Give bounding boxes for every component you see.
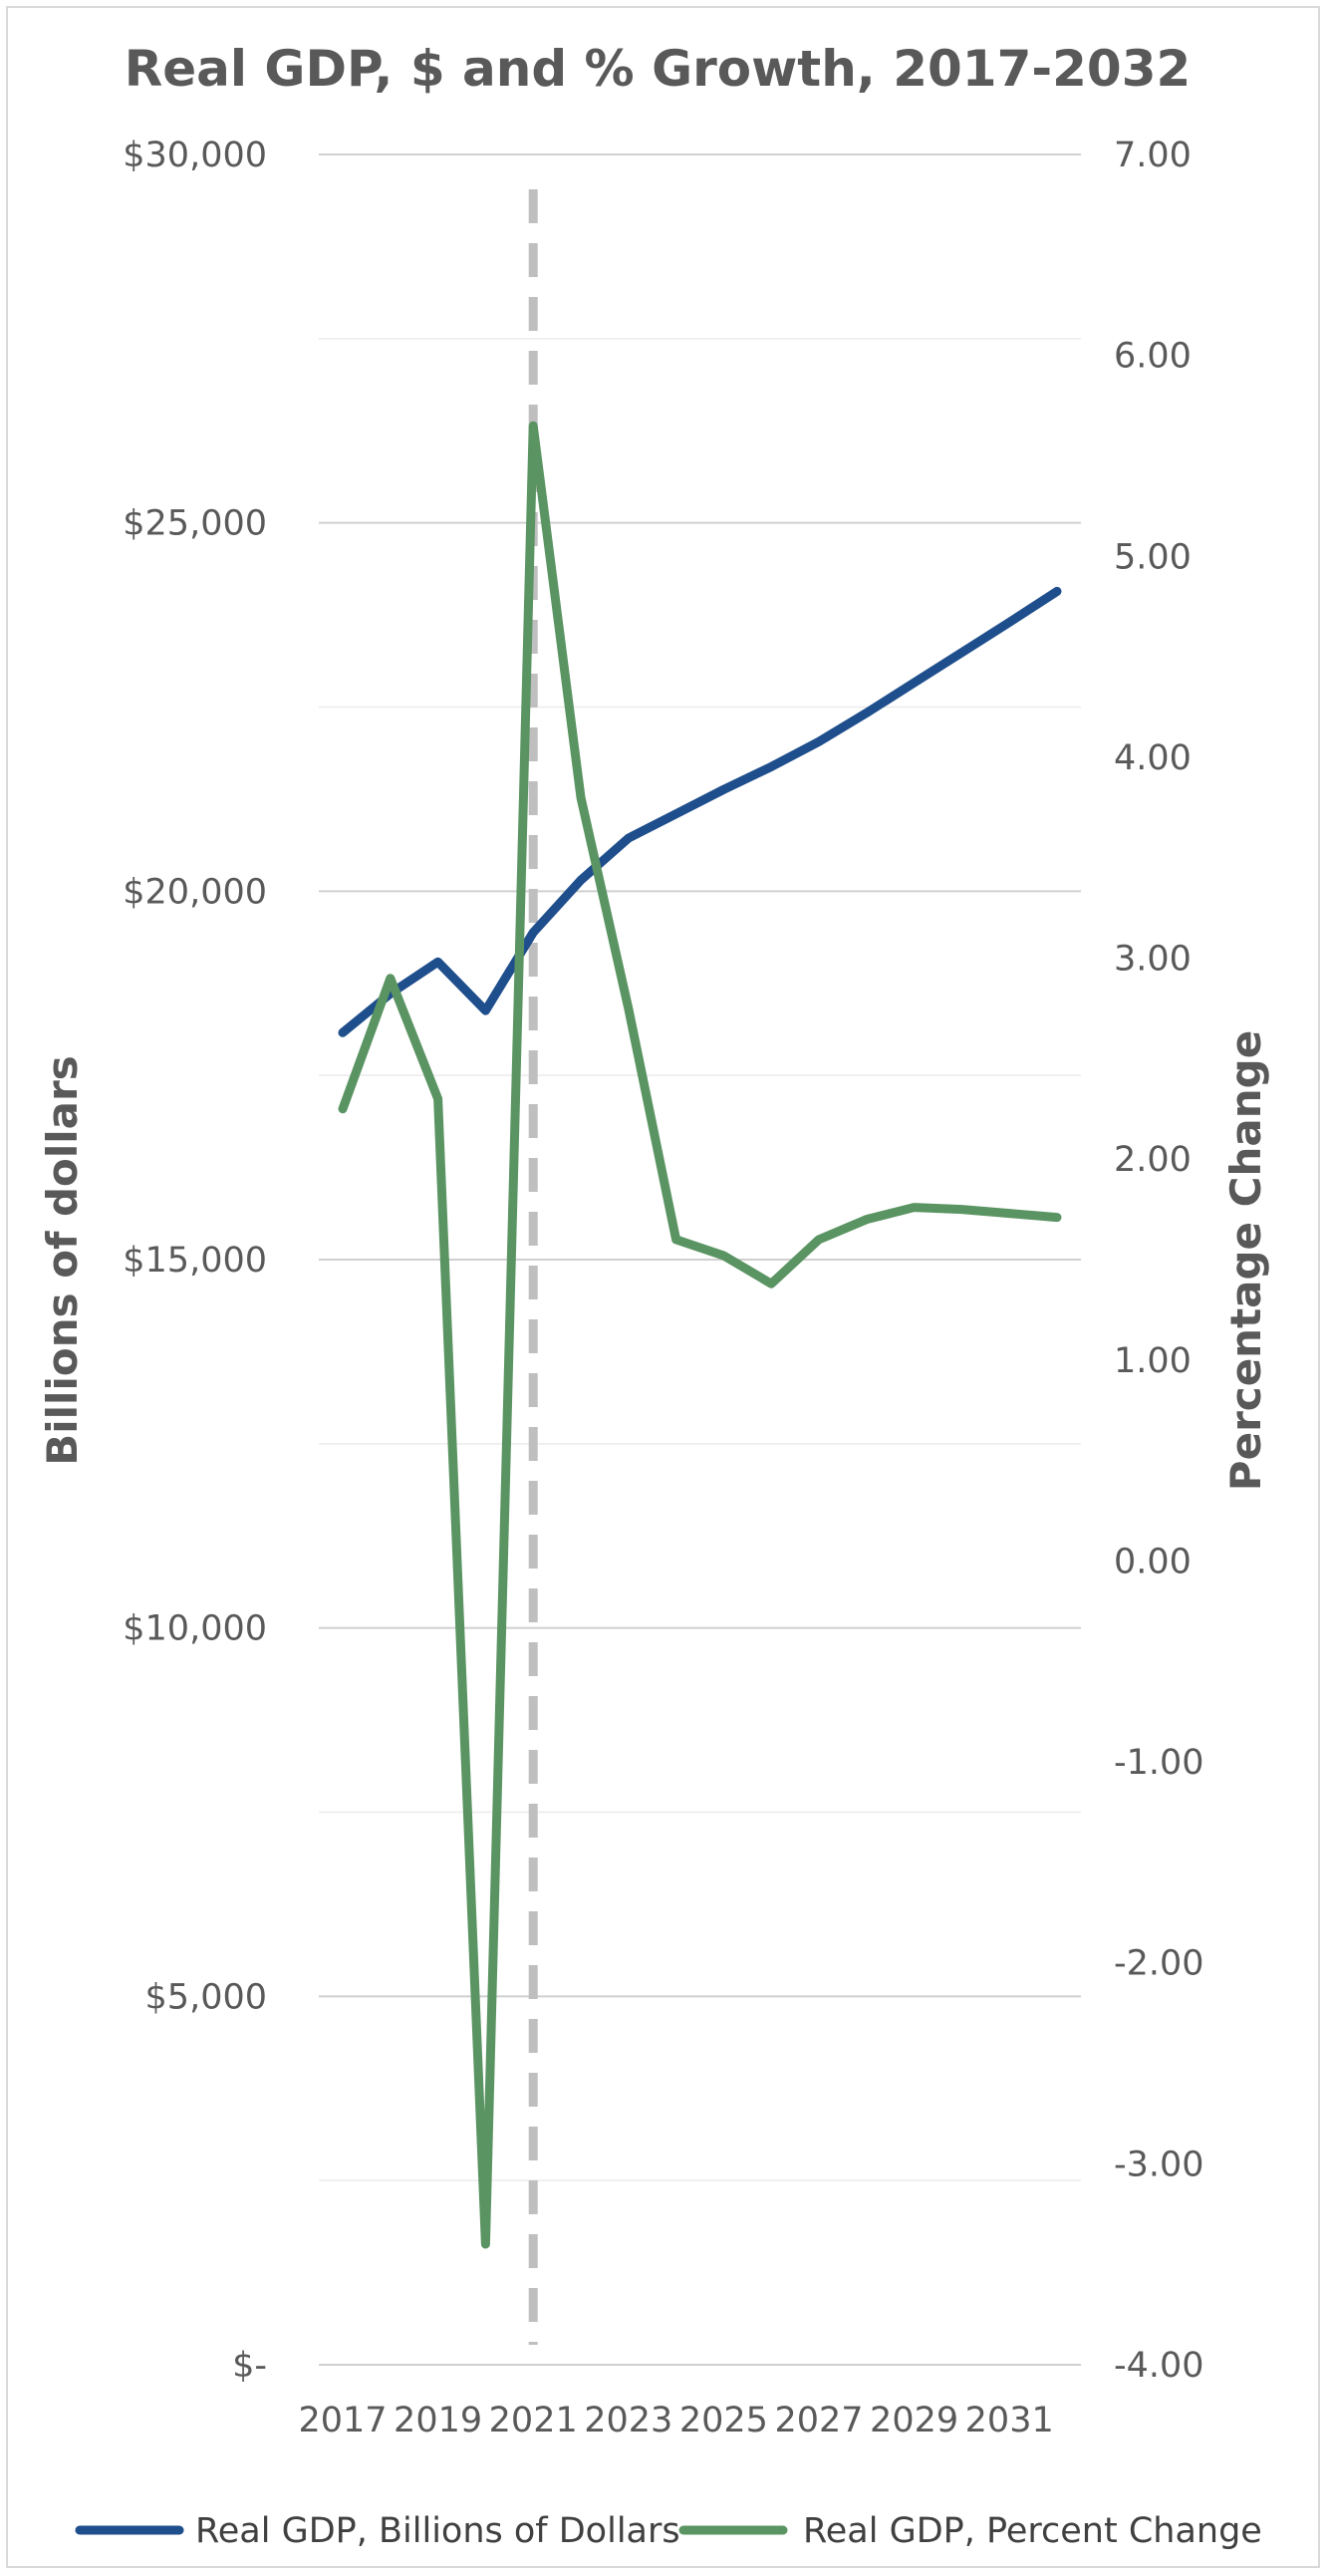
series-1 [338, 586, 1062, 1037]
right-tick-label: 4.00 [1114, 738, 1192, 778]
legend-label: Real GDP, Billions of Dollars [195, 2511, 680, 2551]
grid-lines [319, 153, 1081, 2366]
right-axis-ticks: -4.00 -3.00 -2.00 -1.00 0.00 1.00 2.00 3.00 4.00… [1114, 136, 1204, 2386]
right-tick-label: -3.00 [1114, 2145, 1204, 2184]
right-tick-label: 1.00 [1114, 1341, 1192, 1381]
x-tick-label: 2027 [774, 2401, 863, 2440]
legend: Real GDP, Billions of Dollars Real GDP, P… [75, 2511, 1262, 2551]
right-tick-label: 6.00 [1114, 337, 1192, 377]
left-axis-ticks: $- $5,000 $10,000 $15,000 $20,000 $25,000 $30,… [123, 136, 267, 2386]
chart-frame [6, 6, 1320, 2568]
legend-label: Real GDP, Percent Change [803, 2511, 1262, 2551]
left-tick-label: $- [232, 2346, 267, 2386]
right-tick-label: 3.00 [1114, 940, 1192, 980]
x-axis-ticks: 2017 2019 2021 2023 2025 2027 2029 2031 [298, 2401, 1053, 2440]
series-2 [338, 421, 1062, 2249]
right-tick-label: 5.00 [1114, 537, 1192, 577]
series-1-line [338, 586, 1062, 1037]
series-2-line [338, 421, 1062, 2249]
x-tick-label: 2017 [298, 2401, 387, 2440]
right-tick-label: 7.00 [1114, 136, 1192, 175]
legend-item-1: Real GDP, Billions of Dollars [75, 2511, 680, 2551]
x-tick-label: 2031 [965, 2401, 1054, 2440]
x-tick-label: 2019 [394, 2401, 482, 2440]
right-tick-label: -1.00 [1114, 1743, 1204, 1783]
x-tick-label: 2023 [584, 2401, 672, 2440]
left-tick-label: $30,000 [123, 136, 267, 175]
right-axis-title: Percentage Change [1221, 1030, 1270, 1491]
chart-title: Real GDP, $ and % Growth, 2017-2032 [125, 40, 1192, 98]
left-tick-label: $20,000 [123, 872, 267, 912]
x-tick-label: 2021 [489, 2401, 578, 2440]
left-tick-label: $5,000 [145, 1977, 267, 2017]
legend-item-2: Real GDP, Percent Change [678, 2511, 1262, 2551]
right-tick-label: 0.00 [1114, 1542, 1192, 1581]
x-tick-label: 2029 [870, 2401, 958, 2440]
x-tick-label: 2025 [679, 2401, 768, 2440]
series-layer [338, 421, 1062, 2249]
right-tick-label: -4.00 [1114, 2346, 1204, 2386]
left-tick-label: $15,000 [123, 1241, 267, 1281]
left-tick-label: $10,000 [123, 1609, 267, 1649]
left-axis-title: Billions of dollars [38, 1055, 87, 1466]
right-tick-label: -2.00 [1114, 1944, 1204, 1984]
left-tick-label: $25,000 [123, 504, 267, 544]
right-tick-label: 2.00 [1114, 1140, 1192, 1180]
